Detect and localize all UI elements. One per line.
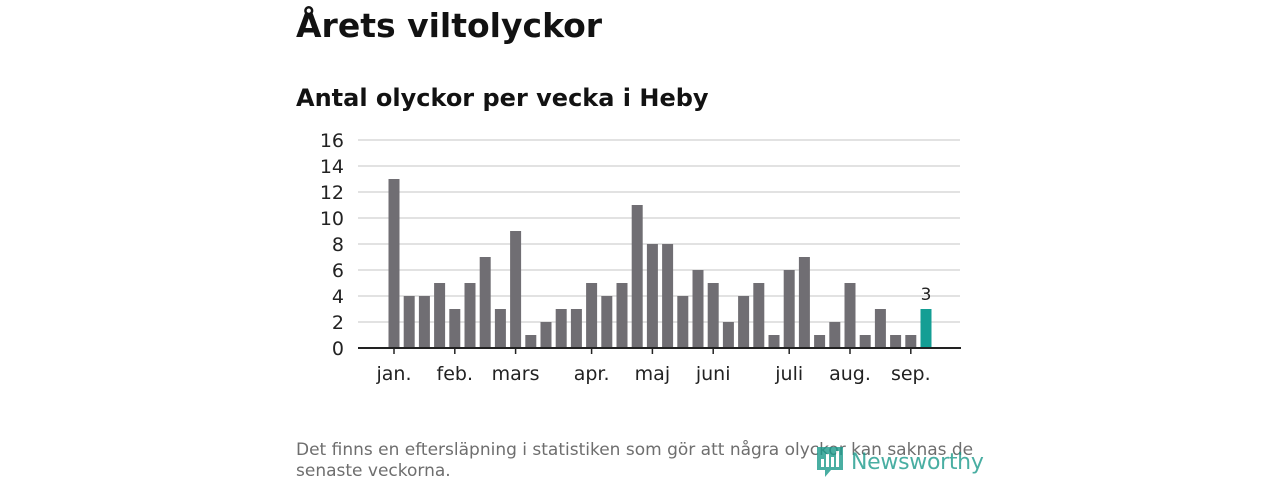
newsworthy-logo[interactable]: Newsworthy: [815, 445, 984, 479]
x-tick-label: feb.: [437, 363, 473, 385]
bar: [905, 335, 917, 348]
bar: [570, 309, 582, 348]
x-tick-label: maj: [635, 363, 670, 385]
bar: [525, 335, 537, 348]
bar: [738, 296, 750, 348]
bar: [631, 205, 643, 348]
bar: [798, 257, 810, 348]
x-tick-label: sep.: [891, 363, 931, 385]
bar: [434, 283, 446, 348]
bar: [510, 231, 522, 348]
bar: [662, 244, 674, 348]
footnote: Det finns en eftersläpning i statistiken…: [296, 440, 974, 480]
bar: [555, 309, 567, 348]
bar: [418, 296, 430, 348]
bar: [479, 257, 491, 348]
data-labels: 3: [921, 285, 932, 305]
bar: [890, 335, 902, 348]
chart-subtitle: Antal olyckor per vecka i Heby: [296, 84, 709, 112]
newsworthy-chart-icon: [817, 447, 843, 477]
bar: [859, 335, 871, 348]
bar: [586, 283, 598, 348]
bar: [768, 335, 780, 348]
bar: [783, 270, 795, 348]
bar: [874, 309, 886, 348]
bar: [677, 296, 689, 348]
x-tick-label: juli: [774, 363, 803, 385]
y-tick-label: 14: [320, 156, 344, 178]
y-tick-label: 12: [320, 182, 344, 204]
x-tick-label: aug.: [829, 363, 871, 385]
bar: [722, 322, 734, 348]
bar: [449, 309, 461, 348]
bar: [844, 283, 856, 348]
x-tick-label: jan.: [375, 363, 411, 385]
bar: [494, 309, 506, 348]
bar: [814, 335, 826, 348]
page-title: Årets viltolyckor: [296, 6, 603, 45]
gridlines: [358, 139, 960, 323]
logo-text: Newsworthy: [851, 449, 984, 475]
bar: [403, 296, 415, 348]
bar: [707, 283, 719, 348]
bar: [540, 322, 552, 348]
bar: [646, 244, 658, 348]
bar: [692, 270, 704, 348]
x-axis-ticks: jan. feb. mars apr. maj juni juli aug. sep.: [375, 348, 931, 385]
bar: [464, 283, 476, 348]
y-axis-ticks: 0 2 4 6 8 10 12 14 16: [320, 130, 344, 360]
y-tick-label: 2: [332, 312, 344, 334]
bar: [388, 179, 400, 348]
y-tick-label: 0: [332, 338, 344, 360]
y-tick-label: 4: [332, 286, 344, 308]
bar: [753, 283, 765, 348]
bar: [829, 322, 841, 348]
data-label: 3: [921, 285, 932, 305]
bars: [388, 179, 932, 348]
y-tick-label: 10: [320, 208, 344, 230]
bar: [616, 283, 628, 348]
bar: [601, 296, 613, 348]
x-tick-label: apr.: [574, 363, 610, 385]
bar-highlight: [920, 309, 932, 348]
y-tick-label: 16: [320, 130, 344, 152]
y-tick-label: 8: [332, 234, 344, 256]
x-tick-label: juni: [695, 363, 731, 385]
x-tick-label: mars: [492, 363, 540, 385]
y-tick-label: 6: [332, 260, 344, 282]
